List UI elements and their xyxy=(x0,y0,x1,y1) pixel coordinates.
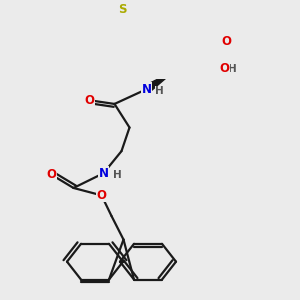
Text: O: O xyxy=(46,168,56,181)
Polygon shape xyxy=(143,71,175,92)
Text: O: O xyxy=(97,189,106,202)
Text: H: H xyxy=(228,64,237,74)
Text: O: O xyxy=(220,62,230,75)
Text: H: H xyxy=(155,86,164,96)
Text: S: S xyxy=(118,3,127,16)
Text: N: N xyxy=(142,83,152,96)
Text: O: O xyxy=(221,35,232,48)
Text: H: H xyxy=(113,170,122,180)
Text: O: O xyxy=(85,94,94,107)
Text: N: N xyxy=(98,167,109,180)
